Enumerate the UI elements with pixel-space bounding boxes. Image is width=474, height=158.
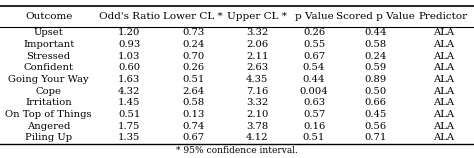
Text: 4.35: 4.35 (246, 75, 268, 84)
Text: Going Your Way: Going Your Way (8, 75, 89, 84)
Text: Piling Up: Piling Up (25, 134, 72, 142)
Text: 1.75: 1.75 (118, 122, 140, 131)
Text: 0.54: 0.54 (303, 63, 325, 72)
Text: Cope: Cope (36, 87, 62, 96)
Text: 2.06: 2.06 (246, 40, 268, 49)
Text: 2.64: 2.64 (182, 87, 204, 96)
Text: 0.26: 0.26 (182, 63, 204, 72)
Text: * 95% confidence interval.: * 95% confidence interval. (176, 146, 298, 155)
Text: 0.63: 0.63 (303, 98, 325, 107)
Text: ALA: ALA (433, 87, 454, 96)
Text: 0.74: 0.74 (182, 122, 204, 131)
Text: ALA: ALA (433, 110, 454, 119)
Text: 0.45: 0.45 (365, 110, 387, 119)
Text: p Value: p Value (295, 12, 333, 21)
Text: Important: Important (23, 40, 74, 49)
Text: 0.13: 0.13 (182, 110, 204, 119)
Text: 0.004: 0.004 (300, 87, 328, 96)
Text: 2.63: 2.63 (246, 63, 268, 72)
Text: On Top of Things: On Top of Things (5, 110, 92, 119)
Text: Irritation: Irritation (25, 98, 72, 107)
Text: 1.20: 1.20 (118, 28, 140, 37)
Text: 0.44: 0.44 (365, 28, 387, 37)
Text: 0.59: 0.59 (365, 63, 387, 72)
Text: 0.93: 0.93 (118, 40, 140, 49)
Text: 1.63: 1.63 (118, 75, 140, 84)
Text: 0.51: 0.51 (182, 75, 204, 84)
Text: ALA: ALA (433, 75, 454, 84)
Text: Scored p Value: Scored p Value (336, 12, 415, 21)
Text: 1.03: 1.03 (118, 52, 140, 61)
Text: 0.55: 0.55 (303, 40, 325, 49)
Text: 0.67: 0.67 (303, 52, 325, 61)
Text: 0.24: 0.24 (182, 40, 204, 49)
Text: 4.32: 4.32 (118, 87, 140, 96)
Text: Stressed: Stressed (27, 52, 71, 61)
Text: 1.35: 1.35 (118, 134, 140, 142)
Text: 3.32: 3.32 (246, 28, 268, 37)
Text: 0.70: 0.70 (182, 52, 204, 61)
Text: 0.71: 0.71 (365, 134, 387, 142)
Text: ALA: ALA (433, 98, 454, 107)
Text: Upset: Upset (34, 28, 64, 37)
Text: 0.58: 0.58 (182, 98, 204, 107)
Text: 0.50: 0.50 (365, 87, 387, 96)
Text: 2.10: 2.10 (246, 110, 268, 119)
Text: 0.57: 0.57 (303, 110, 325, 119)
Text: 0.16: 0.16 (303, 122, 325, 131)
Text: ALA: ALA (433, 122, 454, 131)
Text: 0.51: 0.51 (303, 134, 325, 142)
Text: 3.78: 3.78 (246, 122, 268, 131)
Text: Upper CL *: Upper CL * (227, 12, 287, 21)
Text: 0.60: 0.60 (118, 63, 140, 72)
Text: Lower CL *: Lower CL * (164, 12, 223, 21)
Text: 0.56: 0.56 (365, 122, 387, 131)
Text: 0.73: 0.73 (182, 28, 204, 37)
Text: ALA: ALA (433, 40, 454, 49)
Text: Predictor: Predictor (419, 12, 468, 21)
Text: 0.58: 0.58 (365, 40, 387, 49)
Text: ALA: ALA (433, 28, 454, 37)
Text: 0.67: 0.67 (182, 134, 204, 142)
Text: 0.24: 0.24 (365, 52, 387, 61)
Text: 0.51: 0.51 (118, 110, 140, 119)
Text: 4.12: 4.12 (246, 134, 268, 142)
Text: 0.26: 0.26 (303, 28, 325, 37)
Text: 7.16: 7.16 (246, 87, 268, 96)
Text: Confident: Confident (24, 63, 73, 72)
Text: 0.89: 0.89 (365, 75, 387, 84)
Text: 2.11: 2.11 (246, 52, 268, 61)
Text: Angered: Angered (27, 122, 70, 131)
Text: Outcome: Outcome (25, 12, 72, 21)
Text: ALA: ALA (433, 134, 454, 142)
Text: ALA: ALA (433, 52, 454, 61)
Text: Odd's Ratio: Odd's Ratio (99, 12, 160, 21)
Text: 0.44: 0.44 (303, 75, 325, 84)
Text: 0.66: 0.66 (365, 98, 387, 107)
Text: 1.45: 1.45 (118, 98, 140, 107)
Text: 3.32: 3.32 (246, 98, 268, 107)
Text: ALA: ALA (433, 63, 454, 72)
